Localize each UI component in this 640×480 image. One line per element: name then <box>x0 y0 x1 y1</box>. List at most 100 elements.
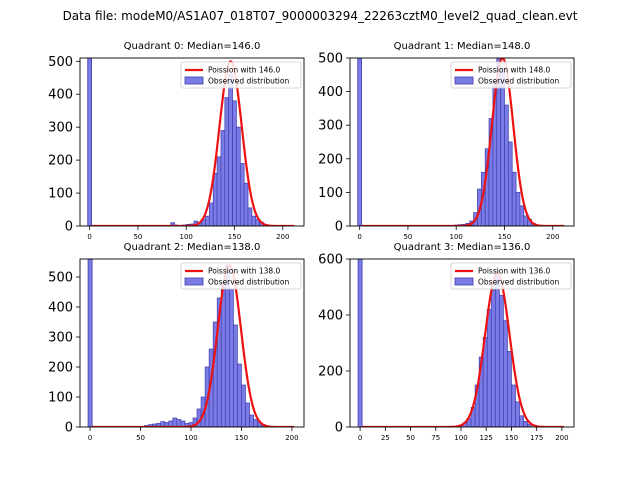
hist-bar-2-26 <box>249 414 254 427</box>
axes-frame-2 <box>79 258 305 428</box>
xtick-label-1-2: 100 <box>450 233 463 241</box>
hist-bar-2-22 <box>233 324 238 427</box>
hist-bar-0-14 <box>224 97 230 226</box>
hist-bar-1-16 <box>515 192 521 226</box>
hist-bar-2-7 <box>172 417 178 427</box>
ytick-label-3-0: 0 <box>335 421 343 436</box>
hist-bar-3-16 <box>523 421 528 427</box>
hist-bar-0-18 <box>239 163 245 226</box>
ytick-label-2-2: 200 <box>48 361 73 376</box>
hist-bar-0-0 <box>170 222 175 226</box>
hist-bar-spike-3 <box>357 259 363 427</box>
panel-3: Quadrant 3: Median=136.0 0 200 400 600 0 25 50 7… <box>318 242 575 442</box>
poisson-curve-3 <box>362 271 564 427</box>
xtick-label-2-0: 0 <box>88 434 92 442</box>
ytick-label-0-4: 400 <box>48 88 73 103</box>
ytick-label-0-0: 0 <box>65 220 73 235</box>
xtick-label-3-8: 200 <box>555 434 568 442</box>
hist-bar-3-15 <box>519 415 524 427</box>
hist-bar-0-9 <box>205 215 210 226</box>
legend-curve-label-3: Poission with 136.0 <box>478 267 551 276</box>
ytick-label-0-3: 300 <box>48 121 73 136</box>
hist-bar-3-14 <box>515 401 520 427</box>
ytick-label-1-2: 200 <box>318 152 343 167</box>
poisson-curve-0 <box>91 59 295 226</box>
hist-bar-1-12 <box>500 67 505 226</box>
legend-box-1 <box>450 61 572 89</box>
hist-bar-3-10 <box>498 295 504 427</box>
xtick-label-3-4: 100 <box>454 434 467 442</box>
legend-0: Poission with 146.0 Observed distribution <box>180 61 302 89</box>
hist-bar-spike-0 <box>87 58 92 226</box>
hist-bar-0-16 <box>232 100 237 226</box>
panel-0: Quadrant 0: Median=146.00100200300400500… <box>48 41 305 241</box>
legend-curve-label-2: Poission with 138.0 <box>208 267 281 276</box>
hist-bar-0-12 <box>216 156 222 226</box>
xtick-label-3-2: 50 <box>406 434 415 442</box>
xtick-label-3-7: 175 <box>530 434 543 442</box>
hist-bar-1-17 <box>519 205 525 226</box>
hist-bar-3-7 <box>486 309 492 427</box>
hist-bar-3-8 <box>490 289 496 427</box>
hist-bar-1-18 <box>523 215 529 226</box>
axes-frame-1 <box>349 57 575 227</box>
panel-2: Quadrant 2: Median=138.00100200300400500… <box>48 242 305 442</box>
xtick-label-1-3: 150 <box>498 233 511 241</box>
plot-area-2 <box>87 259 294 427</box>
legend-hist-swatch-2 <box>184 277 204 286</box>
hist-bar-0-13 <box>220 130 226 226</box>
xtick-label-2-4: 200 <box>285 434 298 442</box>
ytick-label-3-3: 600 <box>318 253 343 268</box>
legend-curve-label-1: Poission with 148.0 <box>478 66 551 75</box>
hist-bar-3-12 <box>507 351 512 427</box>
plot-area-3 <box>357 259 564 427</box>
xtick-label-1-1: 50 <box>403 233 412 241</box>
xtick-label-3-6: 150 <box>505 434 518 442</box>
ytick-label-0-5: 500 <box>48 55 73 70</box>
legend-2: Poission with 138.0 Observed distribution <box>180 262 302 290</box>
legend-hist-swatch-3 <box>454 277 474 286</box>
xtick-label-3-3: 75 <box>431 434 440 442</box>
hist-bar-3-13 <box>511 384 516 427</box>
hist-bar-spike-2 <box>87 259 93 427</box>
hist-bar-2-24 <box>241 384 246 427</box>
panel-title-1: Quadrant 1: Median=148.0 <box>394 41 531 52</box>
hist-bar-2-19 <box>220 282 226 427</box>
xtick-label-0-0: 0 <box>87 233 91 241</box>
hist-bar-0-17 <box>236 126 241 226</box>
xtick-label-0-3: 150 <box>228 233 241 241</box>
legend-hist-label-0: Observed distribution <box>208 77 289 86</box>
ytick-label-2-4: 400 <box>48 301 73 316</box>
xtick-label-1-0: 0 <box>357 233 361 241</box>
legend-hist-label-3: Observed distribution <box>478 278 559 287</box>
ytick-label-2-1: 100 <box>48 391 73 406</box>
hist-bar-1-13 <box>504 104 509 226</box>
panels-container: Quadrant 0: Median=146.00100200300400500… <box>48 41 575 442</box>
hist-bar-3-9 <box>494 269 500 427</box>
ytick-label-1-3: 300 <box>318 119 343 134</box>
xtick-label-3-1: 25 <box>381 434 390 442</box>
hist-bar-0-11 <box>212 172 218 226</box>
legend-box-3 <box>450 262 572 290</box>
xtick-label-0-1: 50 <box>133 233 142 241</box>
figure-suptitle: Data file: modeM0/AS1A07_018T07_90000032… <box>63 9 578 23</box>
legend-1: Poission with 148.0 Observed distribution <box>450 61 572 89</box>
hist-bar-3-17 <box>527 423 532 427</box>
xtick-label-3-0: 0 <box>358 434 362 442</box>
ytick-label-3-1: 200 <box>318 365 343 380</box>
legend-hist-label-2: Observed distribution <box>208 278 289 287</box>
legend-hist-swatch-1 <box>454 76 474 85</box>
poisson-curve-2 <box>92 263 294 427</box>
panel-title-0: Quadrant 0: Median=146.0 <box>124 41 261 52</box>
panel-1: Quadrant 1: Median=148.0 0 100 200 300 400 500… <box>318 41 575 241</box>
hist-bar-0-21 <box>251 215 257 226</box>
hist-bar-0-15 <box>228 74 233 226</box>
ytick-label-1-4: 400 <box>318 85 343 100</box>
ytick-label-1-1: 100 <box>318 186 343 201</box>
ytick-label-0-2: 200 <box>48 154 73 169</box>
hist-bar-2-23 <box>237 363 242 427</box>
ytick-label-1-5: 500 <box>318 52 343 67</box>
legend-curve-label-0: Poission with 146.0 <box>208 66 281 75</box>
legend-3: Poission with 136.0 Observed distribution <box>450 262 572 290</box>
